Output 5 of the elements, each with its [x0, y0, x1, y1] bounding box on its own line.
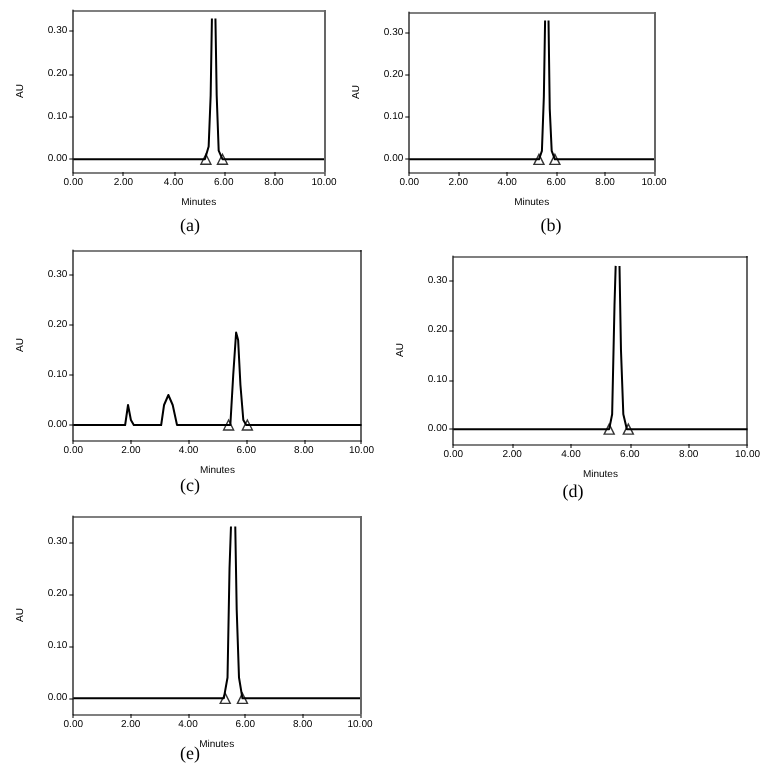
- text: (e): [180, 743, 200, 763]
- text: (b): [540, 215, 562, 235]
- text: (d): [562, 481, 584, 501]
- text: (a): [180, 215, 200, 235]
- text: (c): [180, 475, 200, 495]
